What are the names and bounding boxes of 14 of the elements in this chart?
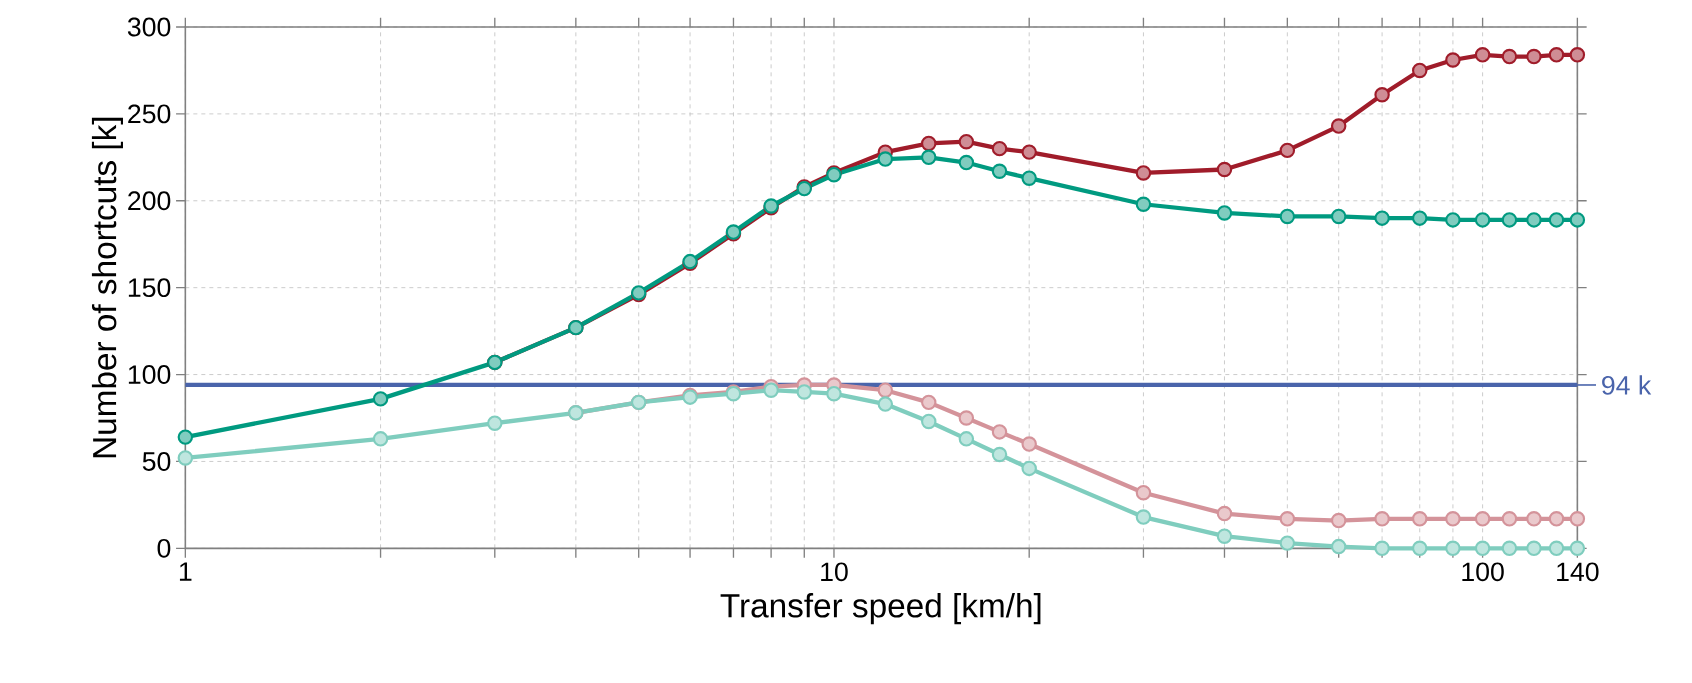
y-tick-label: 300 bbox=[127, 17, 171, 37]
y-tick-label: 100 bbox=[128, 365, 171, 384]
x-tick-label: 10 bbox=[821, 562, 848, 582]
y-tick-label: 0 bbox=[157, 538, 171, 558]
x-tick-label: 140 bbox=[1557, 562, 1599, 582]
y-axis-title: Number of shortcuts [k] bbox=[91, 117, 123, 458]
x-axis-title: Transfer speed [km/h] bbox=[720, 593, 1041, 625]
y-tick-label: 200 bbox=[128, 191, 171, 211]
ref-line-label: 94 k bbox=[1602, 375, 1652, 395]
x-tick-label: 1 bbox=[179, 562, 192, 581]
y-tick-label: 50 bbox=[142, 452, 171, 471]
y-tick-label: 150 bbox=[128, 278, 171, 298]
x-tick-label: 100 bbox=[1462, 562, 1504, 582]
y-tick-label: 250 bbox=[128, 104, 171, 124]
